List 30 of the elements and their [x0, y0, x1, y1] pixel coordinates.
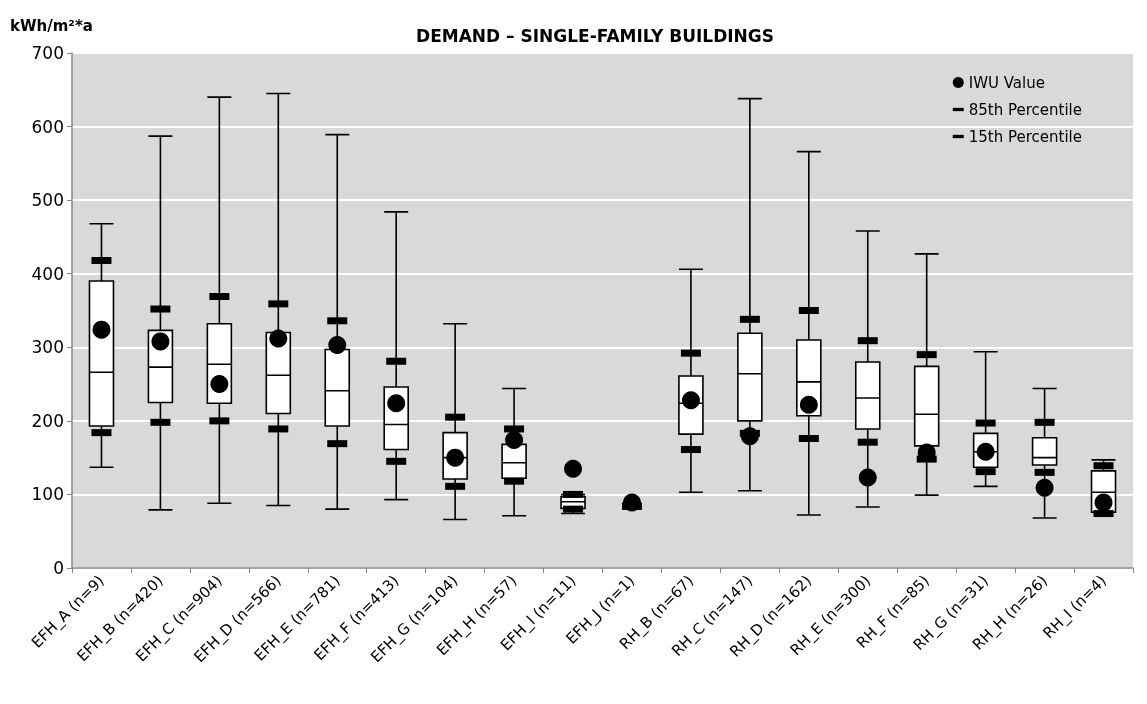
y-tick-label: 300: [31, 337, 64, 358]
point: [564, 459, 583, 478]
y-tick-label: 400: [31, 263, 64, 284]
point: [446, 448, 465, 467]
legend-label: 85th Percentile: [968, 100, 1082, 119]
y-tick-label: 700: [31, 43, 64, 63]
legend-label: IWU Value: [968, 73, 1045, 92]
y-tick-label: 200: [31, 410, 64, 431]
point: [740, 427, 759, 446]
point: [328, 336, 347, 355]
point: [622, 493, 641, 512]
point: [269, 329, 288, 348]
point: [210, 375, 229, 394]
point: [976, 442, 995, 461]
point: [151, 332, 170, 351]
y-tick-label: 0: [53, 558, 64, 578]
y-tick-label: 500: [31, 190, 64, 211]
y-tick-label: 600: [31, 116, 64, 137]
point: [505, 430, 524, 449]
point: [681, 391, 700, 410]
point: [1035, 478, 1054, 497]
point: [799, 395, 818, 414]
point: [387, 394, 406, 413]
chart-title: DEMAND – SINGLE-FAMILY BUILDINGS: [416, 25, 774, 46]
point: [858, 468, 877, 487]
y-tick-label: 100: [31, 484, 64, 505]
legend-label: 15th Percentile: [968, 127, 1082, 146]
point: [1094, 493, 1113, 512]
point: [92, 320, 111, 339]
y-axis-title: kWh/m²*a: [10, 16, 93, 35]
